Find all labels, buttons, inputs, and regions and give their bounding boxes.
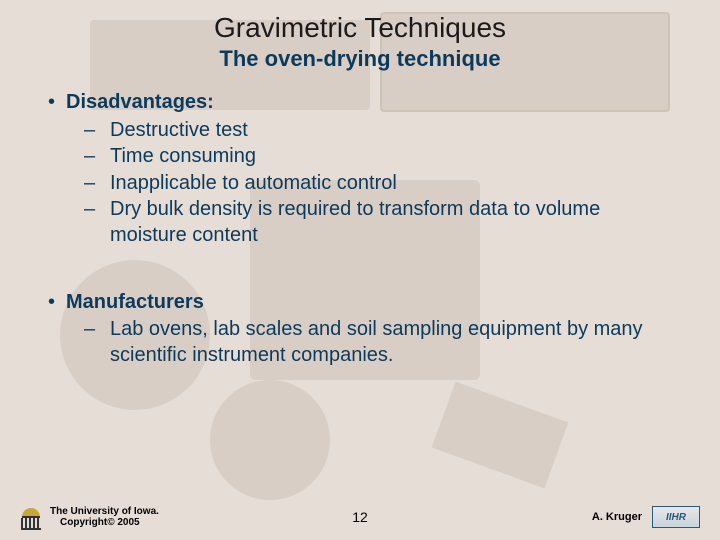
sub-list: – Lab ovens, lab scales and soil samplin… — [48, 317, 690, 368]
footer-left: The University of Iowa. Copyright© 2005 — [20, 504, 159, 530]
list-item: – Time consuming — [84, 144, 690, 170]
sub-list: – Destructive test – Time consuming – In… — [48, 118, 690, 249]
list-item: – Destructive test — [84, 118, 690, 144]
footer-author: A. Kruger — [592, 511, 642, 523]
list-item: – Inapplicable to automatic control — [84, 171, 690, 197]
dash-icon: – — [84, 171, 110, 197]
slide: Gravimetric Techniques The oven-drying t… — [0, 0, 720, 540]
slide-subtitle: The oven-drying technique — [30, 46, 690, 72]
dash-icon: – — [84, 118, 110, 144]
list-item-text: Lab ovens, lab scales and soil sampling … — [110, 317, 690, 368]
uiowa-logo-icon — [20, 504, 42, 530]
slide-footer: The University of Iowa. Copyright© 2005 … — [0, 504, 720, 530]
footer-org-line1: The University of Iowa. — [50, 506, 159, 517]
dash-icon: – — [84, 317, 110, 343]
section-heading: Manufacturers — [66, 290, 204, 316]
section-heading: Disadvantages: — [66, 90, 214, 116]
footer-org: The University of Iowa. Copyright© 2005 — [50, 506, 159, 528]
iihr-logo-icon: IIHR — [652, 506, 700, 528]
page-number: 12 — [352, 509, 368, 525]
bullet-dot-icon: • — [48, 90, 66, 116]
dash-icon: – — [84, 197, 110, 223]
dash-icon: – — [84, 144, 110, 170]
list-item: – Lab ovens, lab scales and soil samplin… — [84, 317, 690, 368]
list-item-text: Time consuming — [110, 144, 690, 170]
footer-org-line2: Copyright© 2005 — [50, 517, 159, 528]
list-item-text: Destructive test — [110, 118, 690, 144]
footer-right: A. Kruger IIHR — [592, 506, 700, 528]
bullet-item: • Manufacturers — [48, 290, 690, 316]
list-item-text: Dry bulk density is required to transfor… — [110, 197, 690, 248]
bullet-dot-icon: • — [48, 290, 66, 316]
slide-content: • Disadvantages: – Destructive test – Ti… — [30, 90, 690, 368]
bullet-item: • Disadvantages: — [48, 90, 690, 116]
list-item: – Dry bulk density is required to transf… — [84, 197, 690, 248]
slide-title: Gravimetric Techniques — [30, 12, 690, 44]
list-item-text: Inapplicable to automatic control — [110, 171, 690, 197]
